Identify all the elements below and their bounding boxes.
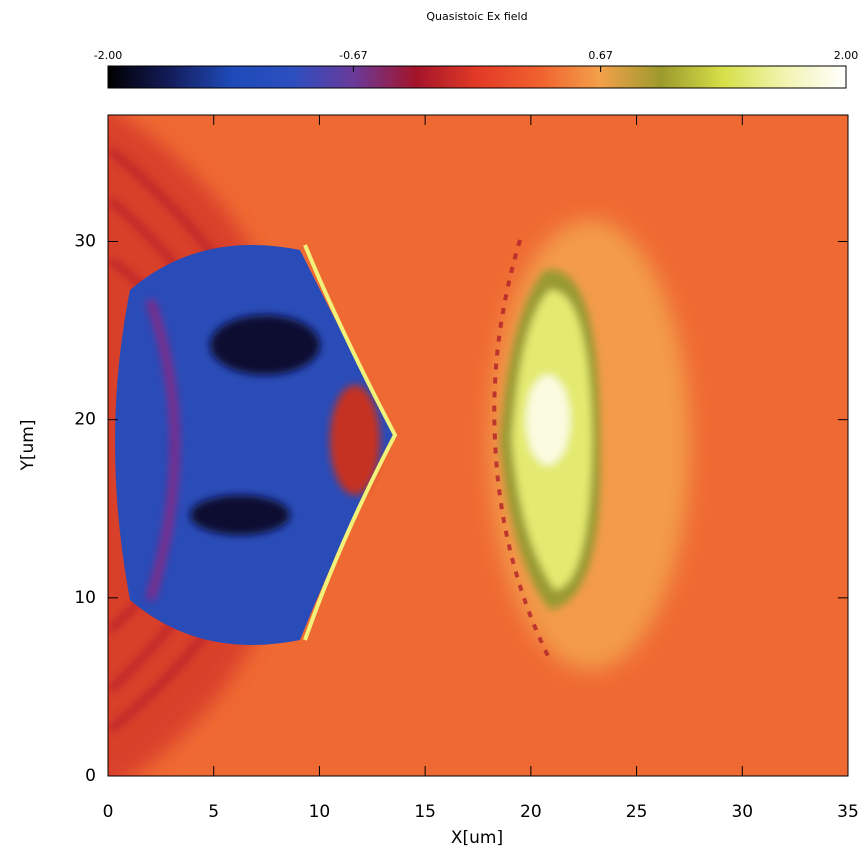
colorbar-tick-label: -0.67	[339, 49, 367, 62]
colorbar-tick-label: 0.67	[588, 49, 613, 62]
colorbar	[108, 66, 846, 88]
x-axis-label: X[um]	[451, 828, 503, 848]
x-tick-label: 15	[414, 802, 436, 822]
chart-title: Quasistoic Ex field	[426, 10, 527, 23]
chart: Quasistoic Ex field X[um] Y[um] 0 5 10 15	[0, 0, 865, 855]
x-tick-label: 5	[208, 802, 219, 822]
y-tick-label: 10	[74, 588, 96, 608]
x-tick-label: 30	[731, 802, 753, 822]
y-axis-label: Y[um]	[18, 420, 38, 472]
x-tick-label: 25	[626, 802, 648, 822]
colorbar-tick-label: 2.00	[834, 49, 859, 62]
x-tick-label: 35	[837, 802, 859, 822]
field-image	[60, 80, 848, 820]
y-tick-label: 30	[74, 231, 96, 251]
x-tick-label: 0	[103, 802, 114, 822]
y-tick-label: 20	[74, 410, 96, 430]
x-tick-label: 20	[520, 802, 542, 822]
colorbar-tick-label: -2.00	[94, 49, 122, 62]
x-tick-label: 10	[309, 802, 331, 822]
y-tick-label: 0	[85, 766, 96, 786]
